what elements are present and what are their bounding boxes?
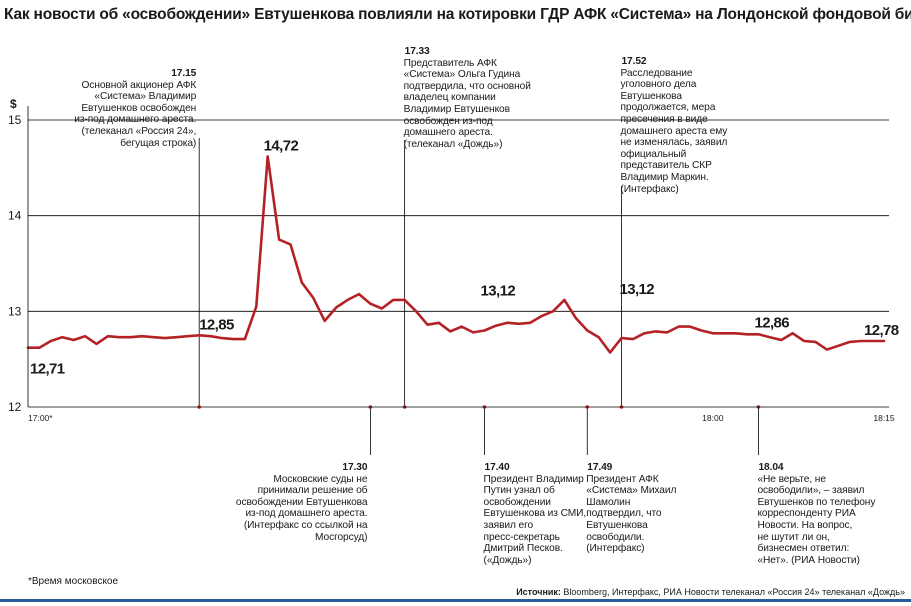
data-label: 12,71 [30, 361, 65, 378]
event-annotation: 17.49 Президент АФК «Система» Михаил Шамо… [586, 462, 676, 555]
source-text: Bloomberg, Интерфакс, РИА Новости телека… [560, 587, 905, 597]
event-annotation: 18.04 «Не верьте, не освободили», – заяви… [757, 462, 875, 566]
event-time: 18.04 [758, 462, 784, 473]
grid-layer [28, 119, 889, 312]
event-text: «Не верьте, не освободили», – заявил Евт… [757, 473, 876, 566]
data-label: 12,85 [199, 316, 234, 333]
event-text: Президент АФК «Система» Михаил Шамолин п… [586, 473, 677, 555]
y-tick-label: 15 [8, 113, 22, 127]
event-annotation: 17.40 Президент Владимир Путин узнал об о… [484, 462, 587, 566]
event-text: Расследование уголовного дела Евтушенков… [620, 67, 728, 195]
event-annotation: 17.15 Основной акционер АФК «Система» Вла… [74, 68, 196, 149]
data-labels-layer: 12,71 12,85 14,72 13,12 13,12 12,86 12,78 [30, 137, 899, 377]
source-label: Источник: [516, 587, 561, 597]
event-text: Основной акционер АФК «Система» Владимир… [74, 79, 197, 149]
event-time: 17.49 [587, 462, 613, 473]
event-time: 17.33 [404, 46, 430, 57]
y-tick-label: 14 [8, 209, 22, 223]
y-tick-label: 12 [8, 400, 22, 414]
x-tick-label: 17:00* [28, 413, 53, 423]
chart-title: Как новости об «освобождении» Евтушенков… [4, 6, 911, 23]
data-label: 13,12 [619, 281, 654, 298]
bottom-bar [0, 599, 911, 602]
event-annotation: 17.52 Расследование уголовного дела Евтуш… [620, 56, 727, 195]
data-label: 14,72 [264, 137, 299, 154]
event-time: 17.30 [342, 462, 368, 473]
x-tick-label: 18:00 [702, 413, 724, 423]
footnote: *Время московское [28, 576, 119, 587]
source-note: Источник: Bloomberg, Интерфакс, РИА Ново… [516, 587, 905, 597]
event-text: Московские суды не принимали решение об … [235, 473, 368, 543]
event-time: 17.15 [171, 68, 197, 79]
price-series-line [26, 155, 886, 354]
data-label: 12,78 [864, 322, 899, 339]
event-time: 17.40 [484, 462, 510, 473]
data-label: 12,86 [754, 314, 789, 331]
event-annotation: 17.33 Представитель АФК «Система» Ольга Г… [404, 46, 531, 150]
event-text: Представитель АФК «Система» Ольга Гудина… [403, 57, 531, 150]
series-layer [26, 155, 886, 354]
event-text: Президент Владимир Путин узнал об освобо… [483, 473, 587, 566]
y-tick-label: 13 [8, 304, 22, 318]
event-time: 17.52 [621, 56, 647, 67]
x-tick-label: 18:15 [873, 413, 895, 423]
event-annotation: 17.30 Московские суды не принимали решени… [236, 462, 368, 543]
axis-layer: 12 13 14 15 $17:00* 18:00 18:15 [8, 97, 895, 423]
data-label: 13,12 [481, 283, 516, 300]
y-axis-label: $ [10, 97, 17, 111]
